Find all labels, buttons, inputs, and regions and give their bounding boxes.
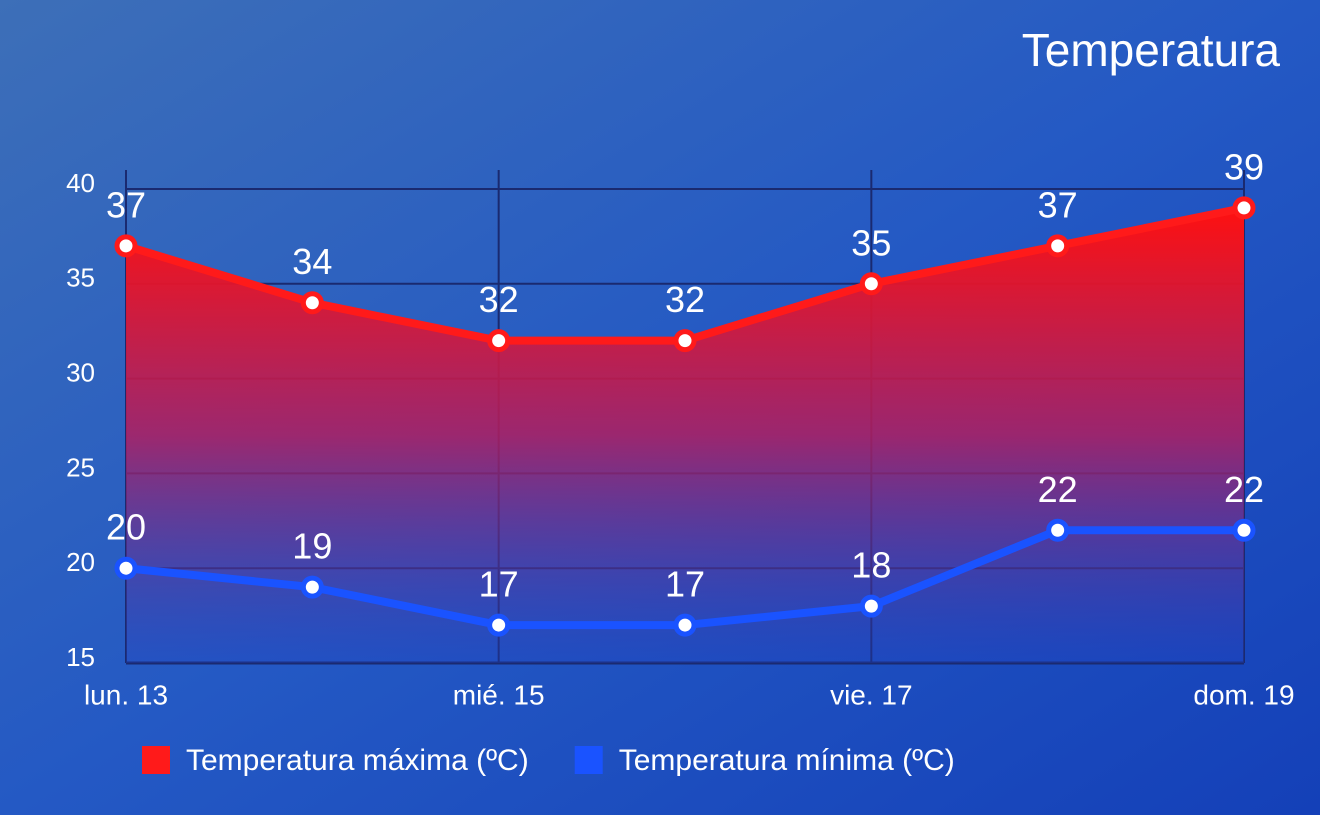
data-point xyxy=(1232,518,1256,542)
data-label: 20 xyxy=(106,507,146,548)
y-tick-label: 25 xyxy=(66,452,95,482)
data-point xyxy=(300,291,324,315)
legend-label: Temperatura mínima (ºC) xyxy=(619,744,955,777)
data-point xyxy=(1232,196,1256,220)
data-point xyxy=(487,613,511,637)
data-point xyxy=(487,329,511,353)
y-tick-label: 40 xyxy=(66,168,95,198)
data-point xyxy=(673,329,697,353)
data-label: 32 xyxy=(479,279,519,320)
x-tick-label: mié. 15 xyxy=(453,679,545,710)
data-label: 22 xyxy=(1038,469,1078,510)
data-label: 19 xyxy=(292,526,332,567)
chart-title: Temperatura xyxy=(1022,24,1281,76)
data-label: 22 xyxy=(1224,469,1264,510)
y-tick-label: 20 xyxy=(66,547,95,577)
data-point xyxy=(300,575,324,599)
data-label: 17 xyxy=(665,564,705,605)
legend-swatch xyxy=(574,746,603,774)
y-tick-label: 30 xyxy=(66,357,95,387)
data-point xyxy=(673,613,697,637)
y-tick-label: 35 xyxy=(66,263,95,293)
data-point xyxy=(1046,234,1070,258)
legend-swatch xyxy=(142,746,170,774)
data-label: 34 xyxy=(292,241,332,282)
data-label: 18 xyxy=(851,545,891,586)
x-tick-label: lun. 13 xyxy=(84,679,168,710)
x-tick-label: dom. 19 xyxy=(1193,679,1294,710)
data-label: 35 xyxy=(851,222,891,263)
data-point xyxy=(114,234,138,258)
data-label: 32 xyxy=(665,279,705,320)
y-tick-label: 15 xyxy=(66,642,95,672)
data-label: 37 xyxy=(106,184,146,225)
data-point xyxy=(1046,518,1070,542)
data-point xyxy=(859,594,883,618)
data-label: 17 xyxy=(479,564,519,605)
data-point xyxy=(859,272,883,296)
data-label: 39 xyxy=(1224,146,1264,187)
legend-label: Temperatura máxima (ºC) xyxy=(186,744,529,777)
data-point xyxy=(114,556,138,580)
data-label: 37 xyxy=(1038,184,1078,225)
x-tick-label: vie. 17 xyxy=(830,679,913,710)
